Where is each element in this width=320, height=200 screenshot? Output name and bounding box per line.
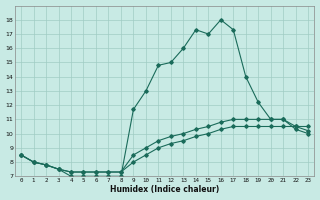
X-axis label: Humidex (Indice chaleur): Humidex (Indice chaleur) (110, 185, 219, 194)
